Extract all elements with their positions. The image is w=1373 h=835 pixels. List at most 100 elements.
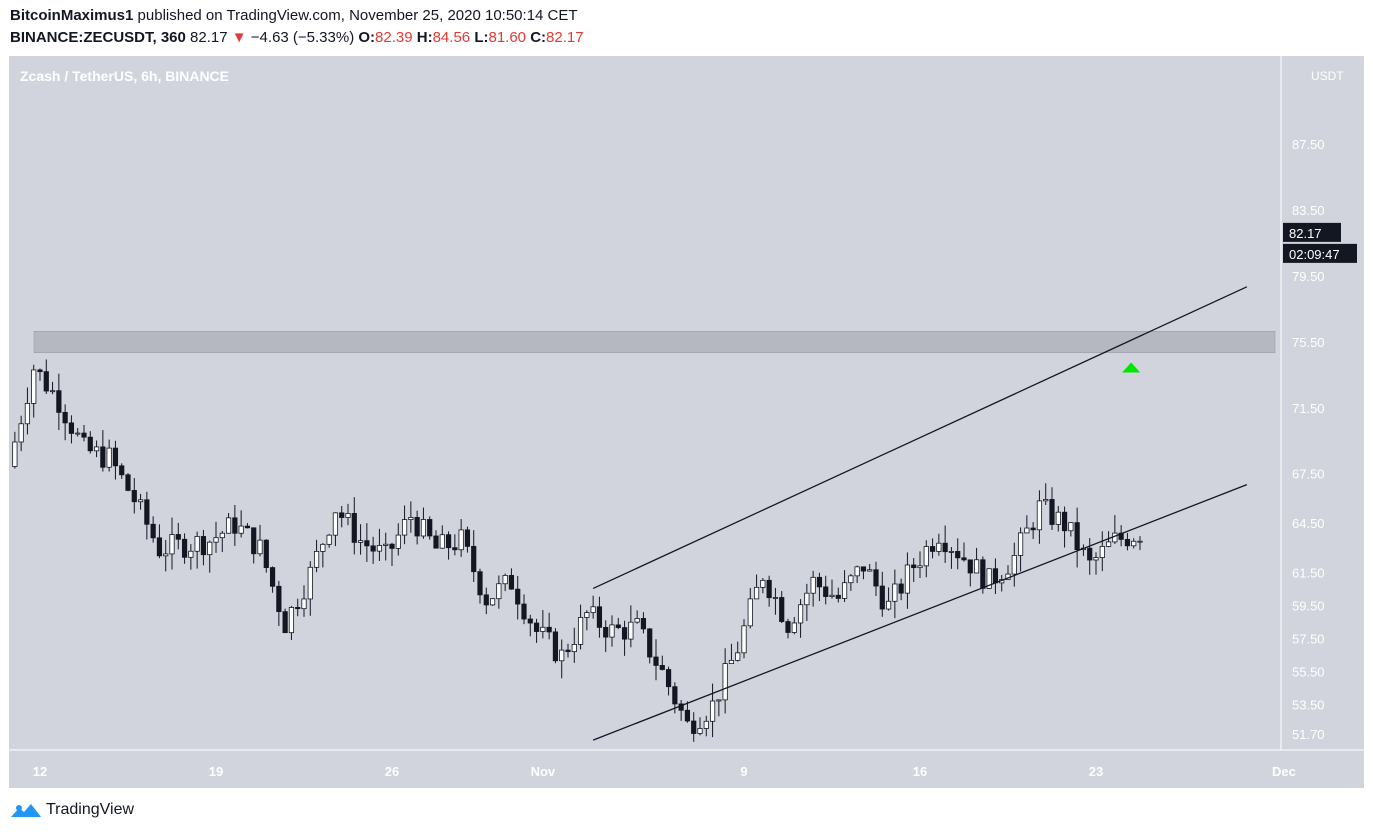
y-tick-label: 64.50 [1292,516,1325,531]
price-axis[interactable] [1281,56,1364,750]
candle [75,427,81,437]
candle-body-down [955,551,961,559]
candle [973,547,980,574]
candle [62,404,68,441]
candle [841,570,848,603]
candle [332,512,339,547]
candle [150,516,156,543]
candle [760,578,766,594]
candle-body-up [307,566,313,600]
candle-body-down [552,631,559,662]
candle-body-down [68,422,75,434]
candle-body-up [458,529,464,551]
candle-body-up [326,534,332,545]
candle [496,575,502,609]
candle [1074,507,1080,568]
candle [188,544,194,570]
candle [961,542,967,562]
candle-body-up [628,621,634,640]
candle [615,617,621,630]
candle [703,715,709,737]
candle-body-down [766,579,772,599]
time-axis[interactable] [9,750,1364,788]
candle-body-down [269,567,276,587]
candle-body-up [288,607,295,634]
candle-body-up [1093,557,1099,561]
candle [753,574,760,600]
candle-body-down [1087,547,1093,561]
x-tick-label: 9 [740,764,747,779]
candle [747,588,753,629]
candle-body-up [722,663,728,701]
candle [684,701,691,723]
candle-body-down [181,538,188,558]
candle-body-up [986,568,992,589]
candle [414,510,420,545]
candle [640,612,647,634]
candle [383,532,389,561]
candle-body-down [295,607,301,610]
candle [276,580,282,626]
symbol-name: BINANCE:ZECUSDT, 360 [10,29,186,46]
candle-body-down [873,569,879,587]
candle-body-down [251,527,257,555]
candle-body-down [1049,499,1055,525]
candle [904,552,911,609]
candle-body-up [137,499,144,503]
candle-body-up [24,403,31,425]
candle [728,643,735,664]
candle [471,530,477,582]
plot-area[interactable] [9,56,1281,750]
candle-body-up [923,546,929,567]
candle-body-up [401,519,408,536]
candle-body-up [219,532,225,539]
candle-body-down [100,446,106,468]
candle-body-up [584,612,590,618]
candle-body-down [445,534,452,549]
candle [112,440,119,480]
candle-body-up [1024,527,1030,534]
author-name[interactable]: BitcoinMaximus1 [10,7,134,24]
candle [797,599,804,638]
candle [1011,542,1017,587]
candle [584,610,590,631]
candle [219,530,225,553]
candle-body-down [691,720,697,734]
candle [917,551,923,579]
candle [339,506,345,528]
candle [357,524,364,555]
candle-body-up [383,543,389,546]
close-value: 82.17 [546,29,584,46]
candle [722,648,728,714]
candle [854,565,860,584]
candle-body-down [980,559,986,589]
candle [251,527,257,564]
candle-body-up [345,513,351,518]
footer-brand[interactable]: TradingView [46,801,135,818]
candle-body-up [571,644,577,653]
candle-body-up [1137,540,1143,543]
open-label: O: [358,29,376,46]
candle-body-down [81,432,87,438]
y-tick-label: 61.50 [1292,566,1325,581]
candle [1061,506,1068,548]
candle-body-down [232,517,238,534]
candle [144,491,150,540]
candle-body-up [829,594,835,597]
y-tick-label: 83.50 [1292,203,1325,218]
candle-body-down [131,490,137,503]
candle [351,497,357,555]
candle-body-down [621,627,628,640]
candle-body-up [1099,546,1105,558]
candle-body-up [301,598,307,610]
candle [829,579,835,599]
y-tick-label: 71.50 [1292,401,1325,416]
candle-body-up [376,545,383,552]
candle [1043,483,1049,506]
candle [420,507,427,539]
candle-body-down [779,597,785,622]
candle-body-down [640,618,647,630]
low-label: L: [474,29,489,46]
candle [288,605,295,640]
